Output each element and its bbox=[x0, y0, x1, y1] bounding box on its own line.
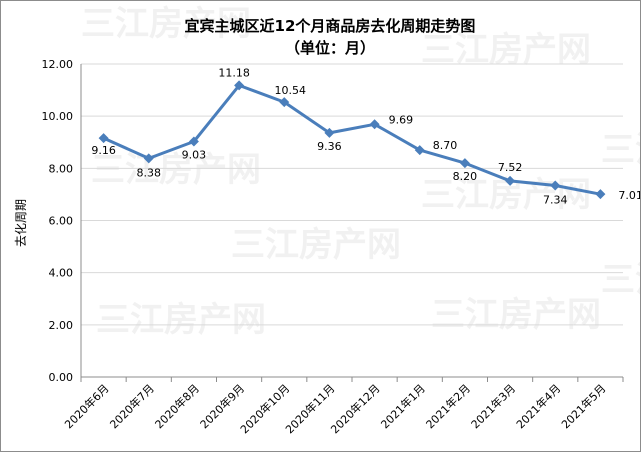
x-tick-label: 2020年8月 bbox=[152, 381, 202, 431]
x-tick-label: 2021年4月 bbox=[513, 381, 563, 431]
data-label: 7.52 bbox=[498, 161, 523, 174]
chart-subtitle: （单位：月） bbox=[285, 39, 375, 57]
x-tick-label: 2020年7月 bbox=[107, 381, 157, 431]
data-label: 9.36 bbox=[317, 140, 342, 153]
data-label: 9.03 bbox=[182, 148, 207, 161]
data-label: 8.70 bbox=[433, 139, 458, 152]
data-label: 9.69 bbox=[389, 113, 414, 126]
watermark-text: 三江房产网 bbox=[431, 295, 601, 335]
data-point bbox=[279, 97, 290, 108]
y-tick-label: 10.00 bbox=[42, 110, 74, 123]
watermark-text: 三江房产网 bbox=[601, 130, 640, 170]
data-point bbox=[505, 175, 516, 186]
x-tick-label: 2021年3月 bbox=[468, 381, 518, 431]
data-point bbox=[369, 119, 380, 130]
gridlines bbox=[81, 63, 623, 326]
y-tick-label: 6.00 bbox=[49, 215, 74, 228]
data-label: 8.20 bbox=[453, 170, 478, 183]
y-tick-label: 4.00 bbox=[49, 267, 74, 280]
chart-title: 宜宾主城区近12个月商品房去化周期走势图 bbox=[185, 17, 476, 35]
data-label: 7.34 bbox=[543, 194, 568, 207]
y-tick-label: 0.00 bbox=[49, 371, 74, 384]
data-point bbox=[188, 136, 199, 147]
data-label: 7.01 bbox=[618, 189, 640, 202]
x-tick-label: 2021年1月 bbox=[378, 381, 428, 431]
data-point bbox=[459, 158, 470, 169]
data-label: 11.18 bbox=[218, 66, 250, 79]
data-point bbox=[595, 189, 606, 200]
x-tick-label: 2021年5月 bbox=[558, 381, 608, 431]
series-layer bbox=[98, 80, 606, 200]
y-axis-label: 去化周期 bbox=[14, 199, 28, 247]
data-label: 10.54 bbox=[275, 84, 307, 97]
data-labels: 9.16 8.38 9.03 11.18 10.54 9.36 9.69 8.70 8.20 7.… bbox=[91, 66, 640, 206]
data-point bbox=[234, 80, 245, 91]
data-point bbox=[324, 127, 335, 138]
data-point bbox=[414, 145, 425, 156]
series-line bbox=[102, 83, 601, 196]
watermark-text: 三江房产网 bbox=[81, 4, 251, 44]
data-label: 9.16 bbox=[91, 144, 116, 157]
y-tick-label: 2.00 bbox=[49, 319, 74, 332]
data-point bbox=[143, 153, 154, 164]
x-tick-label: 2020年9月 bbox=[197, 381, 247, 431]
watermark-text: 三江房产网 bbox=[601, 260, 640, 300]
x-tick-label: 2021年2月 bbox=[423, 381, 473, 431]
data-label: 8.38 bbox=[137, 166, 162, 179]
watermark-text: 三江房产网 bbox=[96, 300, 266, 340]
watermark-text: 三江房产网 bbox=[231, 225, 401, 265]
data-point bbox=[550, 180, 561, 191]
watermark-text: 三江房产网 bbox=[91, 150, 261, 190]
x-tick-label: 2020年6月 bbox=[62, 381, 112, 431]
y-tick-label: 8.00 bbox=[49, 162, 74, 175]
watermark-text: 三江房产网 bbox=[421, 30, 591, 70]
data-point bbox=[98, 133, 109, 144]
y-tick-label: 12.00 bbox=[42, 58, 74, 71]
